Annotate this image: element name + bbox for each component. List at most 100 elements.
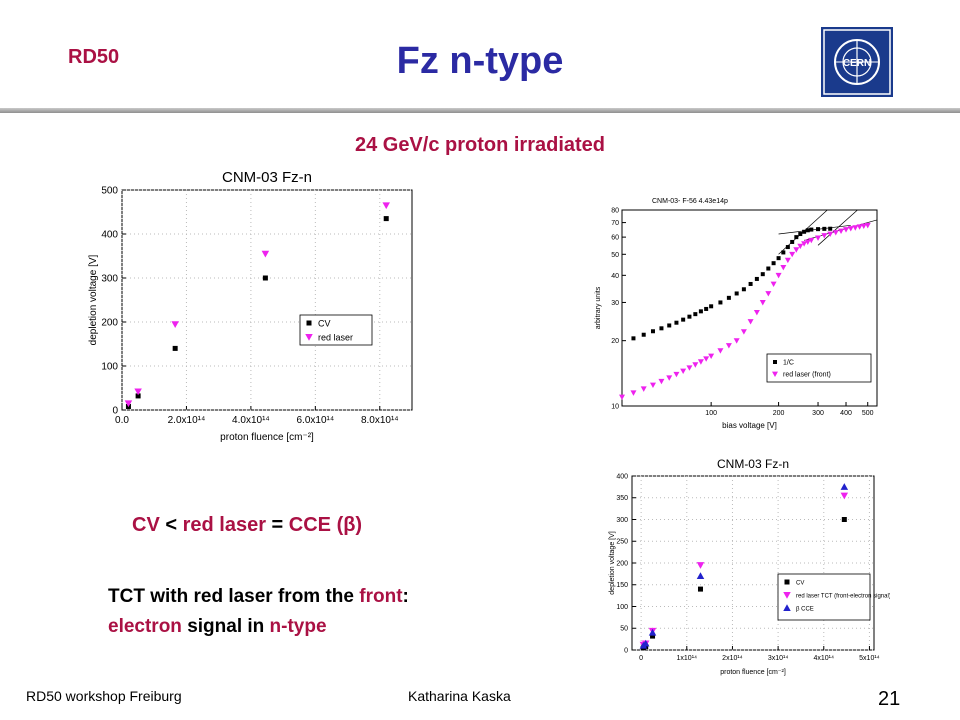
data-point <box>801 241 808 247</box>
data-point <box>262 275 268 281</box>
x-tick-label: 200 <box>773 410 785 417</box>
front-term: front <box>359 586 403 607</box>
legend-marker <box>773 360 777 364</box>
data-point <box>821 233 828 239</box>
slide-subtitle: 24 GeV/c proton irradiated <box>354 134 606 156</box>
y-axis-label: arbitrary units <box>595 286 602 329</box>
data-point <box>843 227 850 233</box>
data-point <box>840 492 849 500</box>
data-point <box>687 314 692 319</box>
cern-logo-text: CERN <box>843 58 871 69</box>
data-point <box>808 237 815 244</box>
x-tick-label: 0.0 <box>115 415 129 426</box>
data-point <box>793 247 800 253</box>
y-tick-label: 70 <box>611 220 619 227</box>
cce-term: CCE (β) <box>288 514 363 536</box>
x-tick-label: 1x10¹⁴ <box>677 655 698 662</box>
chart-cce-comparison: 0 1x10¹⁴ 2x10¹⁴ 3x10¹⁴ 4x10¹⁴ 5x10¹⁴ 0 50 100 150… <box>609 457 890 676</box>
data-point <box>784 257 791 264</box>
data-point <box>680 368 687 374</box>
data-point <box>770 281 777 287</box>
data-point <box>674 320 679 325</box>
x-tick-label: 400 <box>840 410 852 417</box>
data-point <box>692 362 699 368</box>
legend-marker <box>772 371 778 377</box>
x-tick-label: 4.0x10¹⁴ <box>232 415 270 426</box>
data-point <box>382 202 390 210</box>
data-point <box>261 250 270 258</box>
data-point <box>383 216 389 222</box>
data-point <box>790 239 795 244</box>
data-point <box>841 517 847 522</box>
legend-marker <box>783 592 791 599</box>
data-point <box>726 295 731 300</box>
x-tick-label: 6.0x10¹⁴ <box>297 415 335 426</box>
legend-box <box>777 573 871 621</box>
data-point <box>765 291 772 297</box>
data-point <box>860 223 867 230</box>
legend-marker <box>783 604 791 611</box>
y-tick-label: 0 <box>112 405 118 416</box>
legend-label: red laser <box>318 332 353 342</box>
data-point <box>856 224 863 230</box>
x-tick-label: 5x10¹⁴ <box>859 655 880 662</box>
data-point <box>815 235 822 241</box>
y-tick-label: 60 <box>611 235 619 242</box>
data-point <box>696 572 705 580</box>
x-tick-label: 3x10¹⁴ <box>768 655 789 662</box>
data-point <box>838 228 845 235</box>
data-point <box>135 393 141 399</box>
tct-text-a: TCT with red laser from the <box>108 586 360 607</box>
data-point <box>640 386 647 392</box>
data-point <box>802 229 807 234</box>
data-point <box>171 321 179 328</box>
data-point <box>785 245 790 250</box>
data-point <box>864 222 871 229</box>
data-point <box>649 382 656 388</box>
legend-label: 1/C <box>783 360 794 367</box>
y-tick-label: 300 <box>616 517 628 524</box>
data-point <box>704 306 709 311</box>
n-type-term: n-type <box>269 616 327 637</box>
legend-marker <box>306 320 312 326</box>
data-point <box>740 329 747 335</box>
plot-frame <box>121 189 413 411</box>
data-point <box>847 226 854 232</box>
data-point <box>697 586 703 592</box>
data-point <box>734 291 739 296</box>
data-point <box>766 266 771 271</box>
data-point <box>666 375 673 381</box>
red-laser-term: red laser <box>182 514 266 536</box>
data-point <box>809 227 814 232</box>
chart-title: CNM-03 Fz-n <box>222 169 312 186</box>
data-point <box>697 359 704 365</box>
data-point <box>708 353 715 359</box>
y-tick-label: 350 <box>616 495 628 502</box>
data-point <box>718 300 723 305</box>
tct-line-2: electron signal in n-type <box>108 616 327 638</box>
data-point <box>658 378 665 385</box>
y-tick-label: 100 <box>616 604 628 611</box>
data-point <box>805 228 810 233</box>
org-label: RD50 <box>68 46 120 68</box>
x-tick-label: 2.0x10¹⁴ <box>168 415 206 426</box>
legend-marker <box>784 579 790 585</box>
data-point <box>741 287 746 292</box>
data-point <box>794 235 799 240</box>
y-tick-label: 100 <box>101 361 118 372</box>
comparison-statement: CV < red laser = CCE (β) <box>132 514 362 537</box>
chart-bias-scan: 100 200 300 400 500 10 20 30 40 50 60 70 80 CNM-03- F… <box>595 198 878 430</box>
data-point <box>641 332 646 337</box>
legend-box <box>766 353 872 383</box>
data-point <box>753 309 760 316</box>
x-axis-label: proton fluence [cm⁻²] <box>220 432 314 443</box>
y-tick-label: 400 <box>616 473 628 480</box>
data-point <box>134 388 142 396</box>
data-point <box>798 232 803 237</box>
data-point <box>650 633 656 639</box>
data-point <box>775 272 782 279</box>
data-point <box>747 319 754 325</box>
legend-label: CV <box>796 580 804 586</box>
data-point <box>667 323 672 328</box>
x-axis-label: bias voltage [V] <box>722 421 777 430</box>
